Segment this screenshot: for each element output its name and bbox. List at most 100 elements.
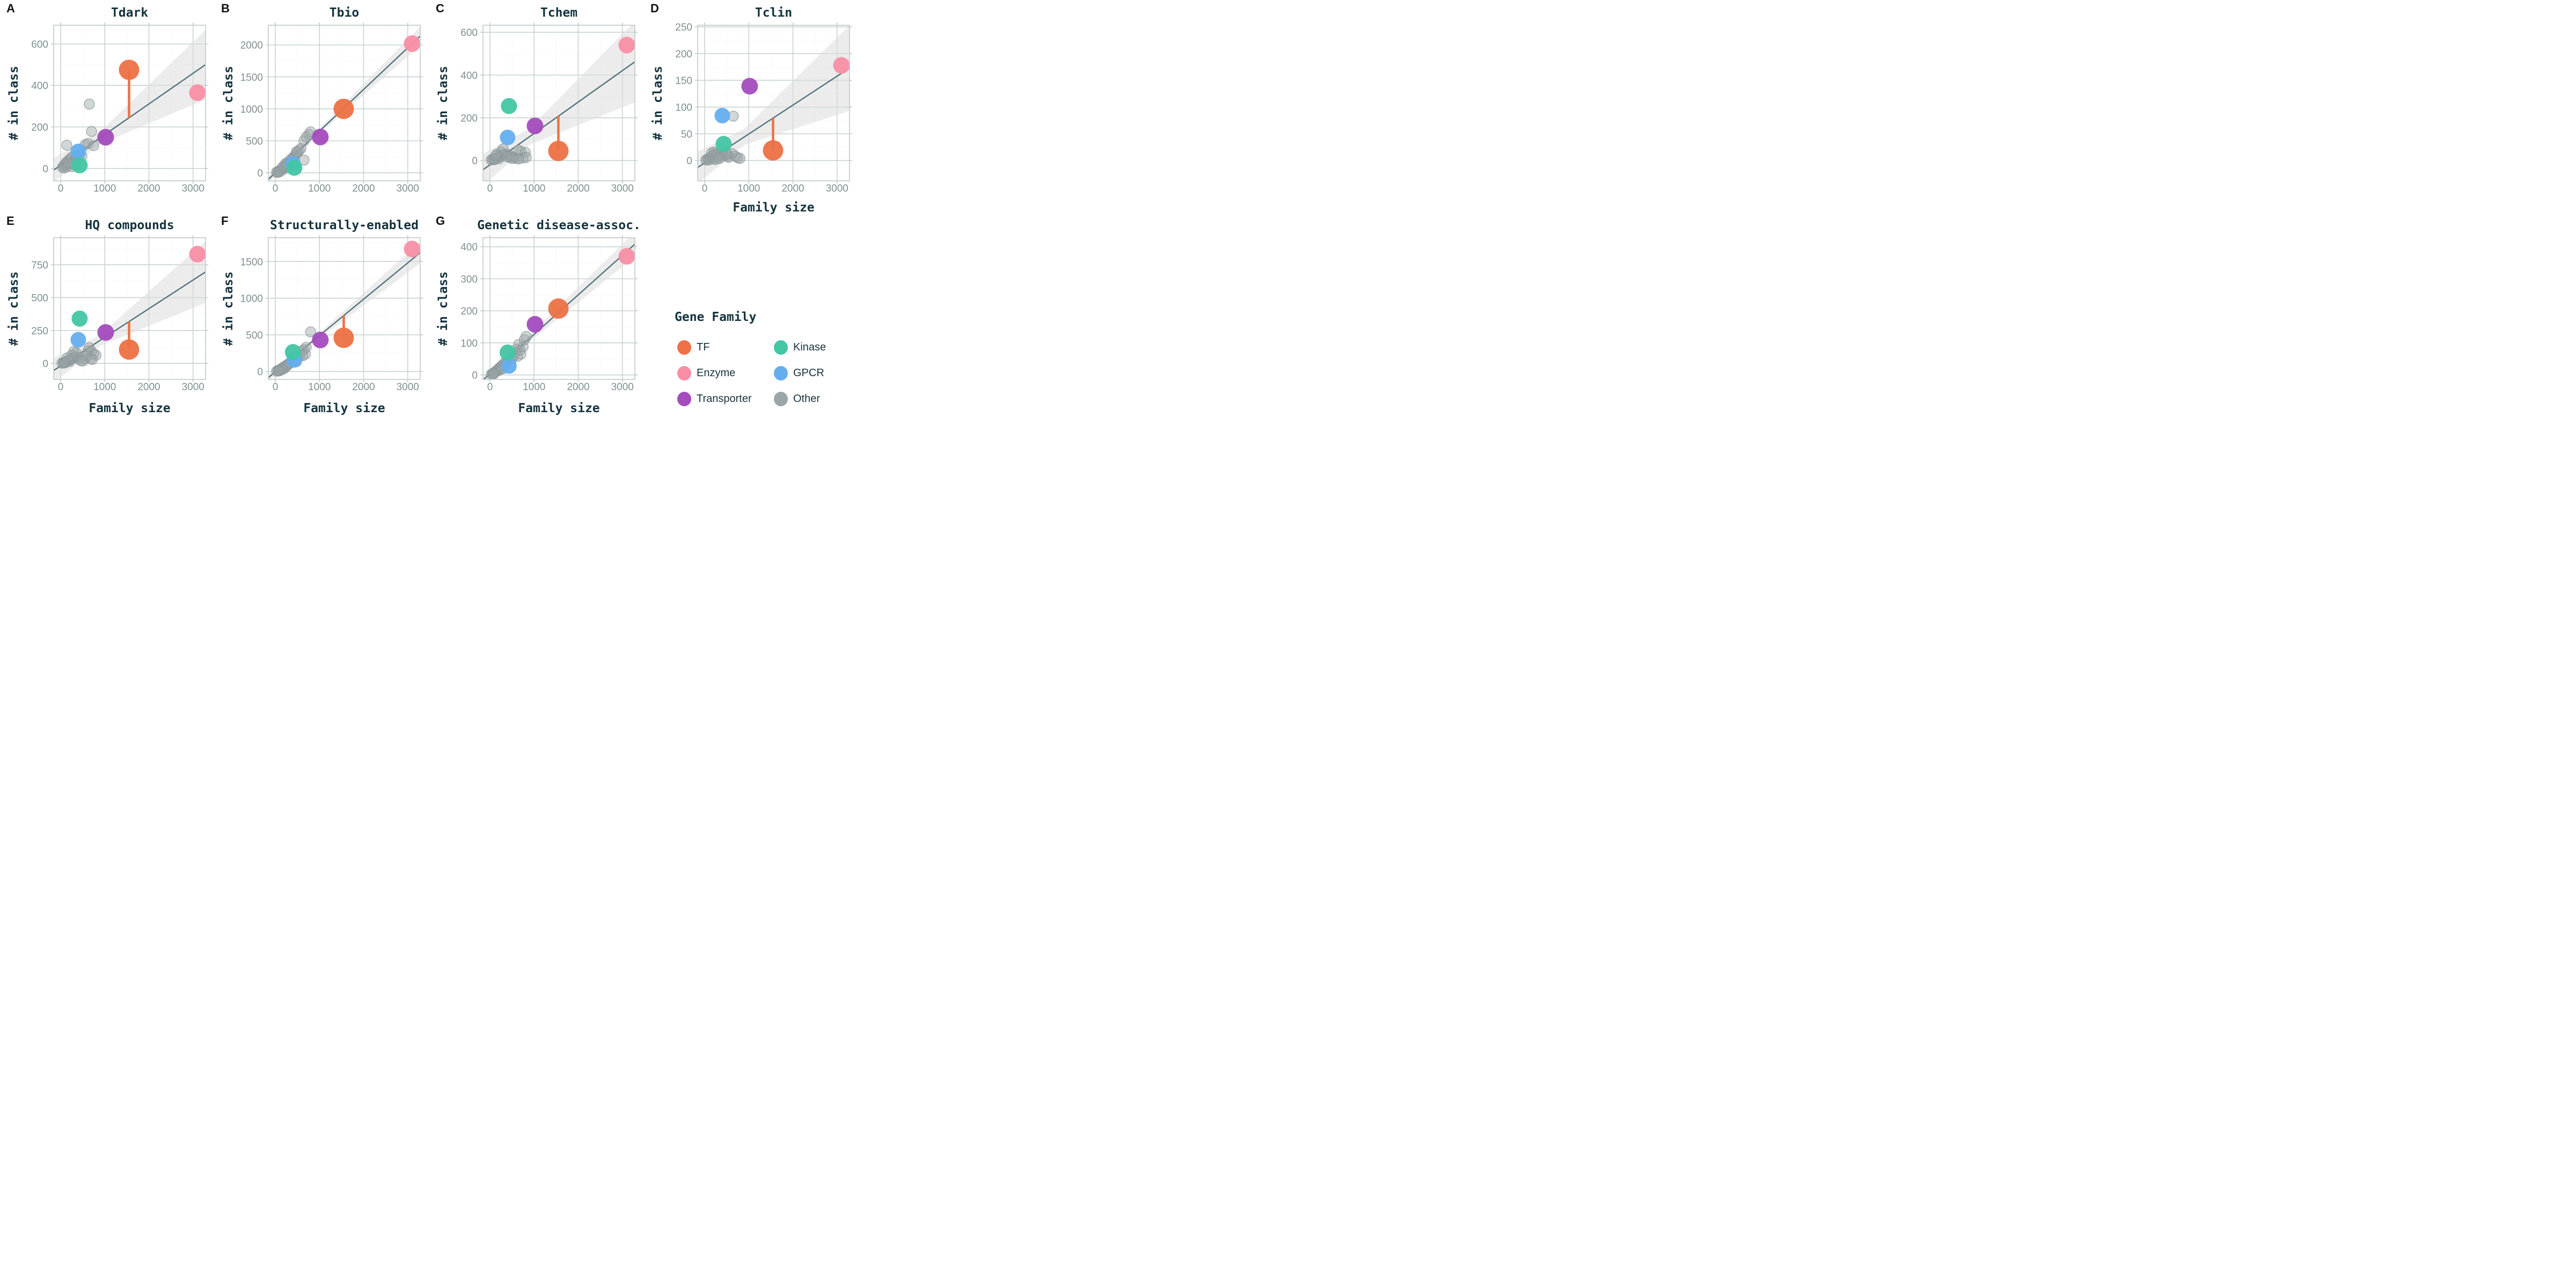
y-tick-label: 1000	[240, 104, 263, 115]
y-axis-title: # in class	[222, 272, 236, 346]
x-tick-label: 0	[702, 183, 708, 194]
legend-label: Kinase	[793, 341, 826, 353]
point-kinase	[501, 98, 517, 114]
point-enzyme	[189, 84, 206, 101]
legend-item-tf: TF	[677, 340, 774, 355]
legend-item-kinase: Kinase	[774, 340, 859, 355]
x-tick-label: 1000	[523, 382, 545, 393]
point-kinase	[499, 344, 516, 361]
x-tick-label: 1000	[93, 382, 116, 393]
panel-letter: B	[221, 2, 230, 15]
x-tick-label: 2000	[137, 183, 160, 194]
y-tick-label: 400	[460, 70, 478, 82]
confidence-band	[483, 25, 635, 181]
y-tick-label: 2000	[240, 40, 263, 52]
y-tick-label: 0	[472, 156, 478, 167]
point-gpcr	[714, 107, 730, 123]
x-axis-title: Family size	[303, 401, 385, 415]
point-other	[82, 138, 94, 149]
y-axis-title: # in class	[651, 66, 665, 140]
point-gpcr	[70, 143, 86, 159]
y-tick-label: 0	[472, 370, 478, 382]
point-enzyme	[618, 248, 635, 265]
y-tick-label: 200	[675, 49, 692, 60]
y-tick-label: 100	[460, 338, 478, 349]
legend-marker-transporter-icon	[677, 391, 691, 406]
panel-title: HQ compounds	[85, 218, 174, 232]
gene-family-legend: Gene Family TF Kinase Enzyme GPCR Transporte…	[644, 207, 859, 429]
y-axis-title: # in class	[7, 66, 21, 140]
panel-border	[53, 25, 206, 181]
point-tf	[548, 298, 569, 319]
y-tick-label: 750	[31, 260, 48, 271]
legend-items: TF Kinase Enzyme GPCR Transporter Other	[677, 334, 859, 412]
y-tick-label: 200	[31, 122, 48, 133]
x-tick-label: 3000	[182, 183, 204, 194]
x-tick-label: 1000	[523, 183, 545, 194]
y-tick-label: 0	[42, 358, 48, 370]
point-enzyme	[618, 36, 635, 54]
y-tick-label: 400	[460, 242, 478, 253]
point-tf	[548, 141, 569, 162]
legend-title: Gene Family	[675, 310, 757, 324]
y-tick-label: 500	[31, 293, 48, 304]
x-axis-title: Family size	[89, 401, 170, 415]
point-other	[58, 357, 70, 369]
point-other	[734, 152, 746, 164]
y-tick-label: 1500	[240, 72, 263, 83]
panel-border	[482, 25, 635, 181]
legend-marker-kinase-icon	[774, 340, 788, 355]
point-other	[521, 331, 532, 342]
y-tick-label: 0	[42, 164, 48, 175]
point-enzyme	[404, 35, 420, 52]
y-tick-label: 1000	[240, 294, 263, 305]
x-tick-label: 1000	[93, 183, 116, 194]
y-tick-label: 600	[31, 39, 48, 50]
point-transporter	[526, 316, 544, 333]
panel-letter: A	[6, 2, 15, 15]
legend-label: TF	[697, 341, 710, 353]
y-tick-label: 250	[675, 22, 692, 33]
point-transporter	[312, 331, 329, 348]
point-gpcr	[500, 129, 516, 145]
point-transporter	[312, 128, 329, 145]
x-tick-label: 2000	[567, 183, 589, 194]
x-tick-label: 3000	[611, 382, 634, 393]
legend-item-other: Other	[774, 391, 859, 406]
y-axis-title: # in class	[436, 66, 450, 140]
y-axis-title: # in class	[222, 66, 236, 140]
panel-title: Tdark	[111, 6, 148, 20]
y-tick-label: 200	[460, 113, 478, 124]
x-tick-label: 2000	[567, 382, 589, 393]
data-layer	[268, 26, 420, 181]
panel-title: Genetic disease-assoc.	[477, 218, 641, 232]
gene-family-figure: Gene Family TF Kinase Enzyme GPCR Transporte…	[0, 0, 859, 429]
x-tick-label: 3000	[826, 183, 848, 194]
x-tick-label: 3000	[397, 183, 419, 194]
panel-border	[482, 237, 635, 380]
y-tick-label: 0	[257, 367, 263, 378]
point-tf	[333, 98, 354, 119]
point-other	[488, 368, 499, 379]
point-other	[490, 150, 501, 162]
x-tick-label: 0	[487, 183, 493, 194]
y-tick-label: 300	[460, 274, 478, 285]
panel-title: Tchem	[540, 6, 577, 20]
point-other	[491, 148, 503, 160]
data-layer	[483, 25, 635, 181]
x-tick-label: 1000	[308, 183, 331, 194]
y-axis-title: # in class	[436, 272, 450, 346]
panel-B-chart: 0 1000 2000 3000 0 500 1000 1500 2000 Tbio B # in c…	[221, 2, 423, 194]
y-tick-label: 1500	[240, 257, 263, 268]
point-transporter	[741, 78, 758, 95]
panel-E-chart: 0 1000 2000 3000 0 250 500 750 HQ compounds E # in…	[6, 214, 208, 415]
x-tick-label: 2000	[781, 183, 804, 194]
point-tf	[119, 60, 140, 80]
data-layer	[54, 30, 206, 181]
panel-border	[53, 237, 206, 380]
data-layer	[268, 240, 420, 379]
panel-border	[697, 25, 850, 181]
point-other	[86, 126, 97, 137]
x-tick-label: 0	[58, 382, 64, 393]
point-kinase	[71, 310, 88, 327]
